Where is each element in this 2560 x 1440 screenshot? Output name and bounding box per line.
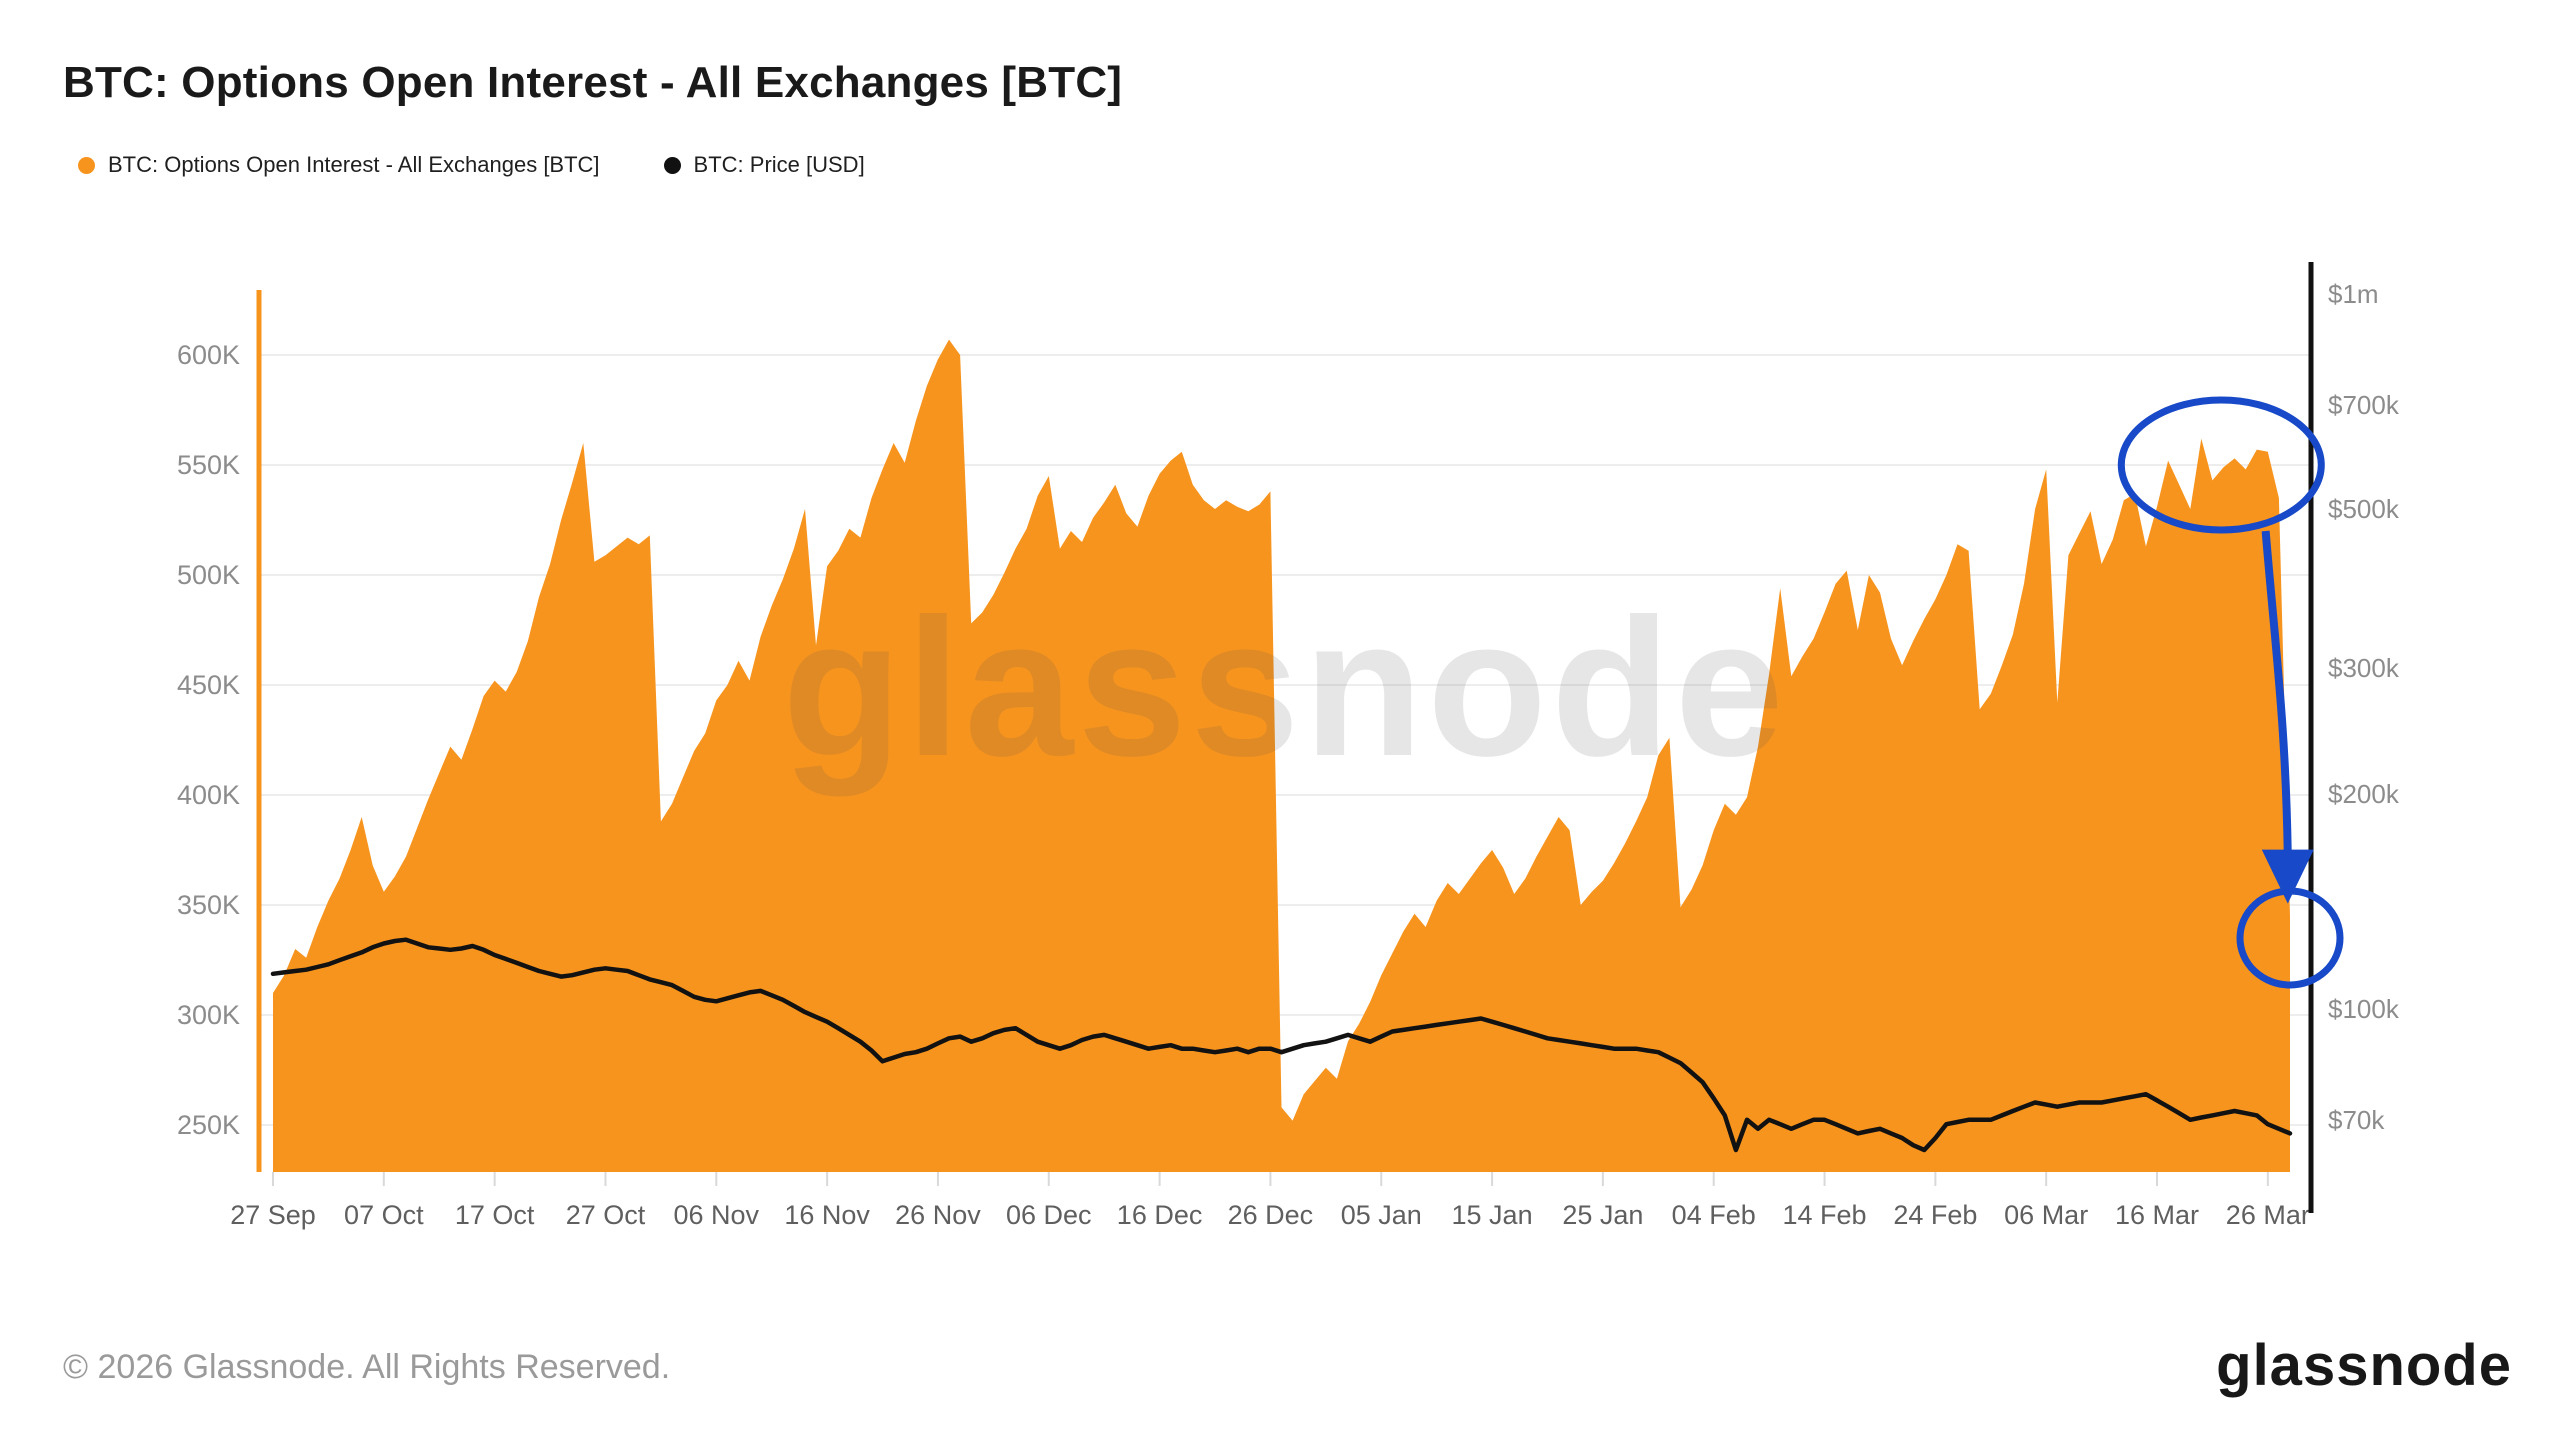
legend-dot-black-icon bbox=[663, 156, 681, 174]
legend-label-price: BTC: Price [USD] bbox=[693, 152, 865, 177]
left-axis-tick-label: 450K bbox=[177, 670, 240, 700]
left-axis-tick-label: 550K bbox=[177, 450, 240, 480]
x-axis-tick-label: 27 Sep bbox=[230, 1200, 316, 1230]
annotation-arrowhead-icon bbox=[2261, 849, 2314, 904]
page-title: BTC: Options Open Interest - All Exchang… bbox=[63, 58, 1123, 107]
x-axis-tick-label: 25 Jan bbox=[1562, 1200, 1643, 1230]
right-axis-tick-label: $300k bbox=[2328, 653, 2400, 683]
x-axis-tick-label: 15 Jan bbox=[1452, 1200, 1533, 1230]
glassnode-logo: glassnode bbox=[2216, 1333, 2512, 1398]
left-axis-tick-label: 500K bbox=[177, 560, 240, 590]
x-axis-tick-label: 06 Nov bbox=[674, 1200, 760, 1230]
left-axis-tick-label: 350K bbox=[177, 890, 240, 920]
x-axis-tick-label: 06 Dec bbox=[1006, 1200, 1092, 1230]
legend-item-price[interactable]: BTC: Price [USD] bbox=[663, 152, 865, 178]
x-axis-tick-label: 07 Oct bbox=[344, 1200, 424, 1230]
price-line-series[interactable] bbox=[270, 937, 2293, 1153]
right-axis-tick-label: $200k bbox=[2328, 779, 2400, 809]
left-axis-tick-label: 300K bbox=[177, 1000, 240, 1030]
x-axis-tick-label: 27 Oct bbox=[566, 1200, 646, 1230]
x-axis-tick-label: 26 Dec bbox=[1228, 1200, 1314, 1230]
chart-legend: BTC: Options Open Interest - All Exchang… bbox=[78, 152, 913, 178]
right-axis-tick-label: $500k bbox=[2328, 494, 2400, 524]
right-axis-tick-label: $1m bbox=[2328, 279, 2379, 309]
open-interest-area-series[interactable] bbox=[273, 339, 2290, 1173]
left-axis-tick-label: 600K bbox=[177, 340, 240, 370]
x-axis-tick-label: 16 Nov bbox=[784, 1200, 870, 1230]
x-axis-tick-label: 17 Oct bbox=[455, 1200, 535, 1230]
right-axis-tick-label: $100k bbox=[2328, 994, 2400, 1024]
x-axis-tick-label: 16 Dec bbox=[1117, 1200, 1203, 1230]
x-axis-tick-label: 26 Mar bbox=[2226, 1200, 2310, 1230]
footer-copyright: © 2026 Glassnode. All Rights Reserved. bbox=[63, 1348, 671, 1386]
x-axis-tick-label: 06 Mar bbox=[2004, 1200, 2088, 1230]
x-axis-tick-label: 05 Jan bbox=[1341, 1200, 1422, 1230]
right-axis-tick-label: $700k bbox=[2328, 390, 2400, 420]
annotation-arrow-shaft bbox=[2261, 530, 2292, 856]
annotation-peak-ellipse bbox=[2117, 396, 2325, 534]
x-axis-tick-label: 14 Feb bbox=[1783, 1200, 1867, 1230]
right-axis-tick-label: $70k bbox=[2328, 1105, 2385, 1135]
legend-dot-orange-icon bbox=[78, 156, 95, 174]
x-axis-tick-label: 16 Mar bbox=[2115, 1200, 2199, 1230]
x-axis-tick-label: 24 Feb bbox=[1893, 1200, 1977, 1230]
legend-item-open-interest[interactable]: BTC: Options Open Interest - All Exchang… bbox=[78, 152, 600, 178]
x-axis-tick-label: 26 Nov bbox=[895, 1200, 981, 1230]
legend-label-open-interest: BTC: Options Open Interest - All Exchang… bbox=[108, 152, 600, 177]
left-axis-tick-label: 250K bbox=[177, 1110, 240, 1140]
left-axis-tick-label: 400K bbox=[177, 780, 240, 810]
x-axis-tick-label: 04 Feb bbox=[1672, 1200, 1756, 1230]
